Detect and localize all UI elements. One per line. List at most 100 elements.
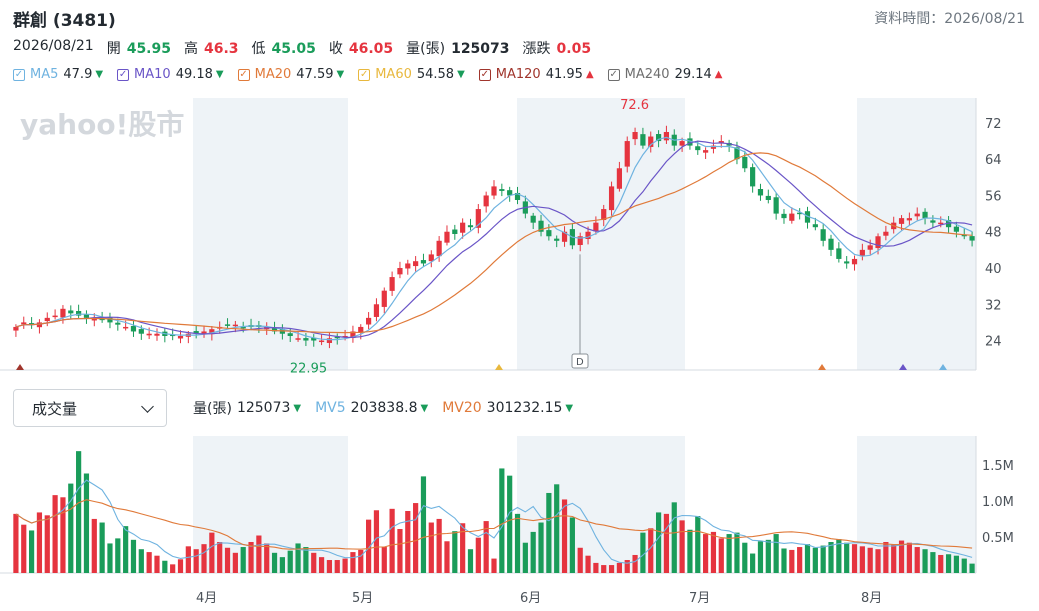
volume-bar <box>475 537 481 573</box>
candle-body <box>507 190 513 196</box>
volume-bar <box>836 539 842 573</box>
volume-chart[interactable]: 1.5M 1.0M 0.5M 4月 5月 6月 7月 8月 <box>0 436 1039 611</box>
mv5-value: MV5 203838.8 ▼ <box>315 400 429 416</box>
volume-bar <box>413 503 419 573</box>
volume-bar <box>334 560 340 573</box>
candle-body <box>695 146 701 151</box>
volume-bar <box>279 557 285 573</box>
volume-bar <box>538 522 544 573</box>
volume-bar <box>742 542 748 573</box>
checkbox-icon[interactable]: ✓ <box>478 68 491 81</box>
volume-bar <box>875 549 881 573</box>
candle-body <box>444 231 450 243</box>
y-tick-label: 40 <box>985 262 1002 277</box>
volume-bar <box>906 542 912 573</box>
watermark-logo: yahoo!股市 <box>20 108 184 141</box>
y-tick-label: 48 <box>985 226 1002 241</box>
candle-body <box>593 222 599 232</box>
volume-bar <box>867 547 873 573</box>
checkbox-icon[interactable]: ✓ <box>358 68 371 81</box>
candle-body <box>91 317 97 321</box>
candle-body <box>961 234 967 237</box>
volume-bar <box>381 547 387 573</box>
checkbox-icon[interactable]: ✓ <box>607 68 620 81</box>
ma-legend-item[interactable]: ✓ MA5 47.9 ▼ <box>13 67 103 82</box>
x-tick-label: 7月 <box>689 591 710 606</box>
candle-body <box>170 334 176 337</box>
ma-legend-item[interactable]: ✓ MA240 29.14 ▲ <box>607 67 723 82</box>
candle-body <box>632 132 638 140</box>
volume-bar <box>350 552 356 573</box>
stock-title: 群創 (3481) <box>13 11 116 31</box>
volume-bar <box>569 517 575 573</box>
candle-body <box>44 317 50 322</box>
volume-bar <box>930 552 936 573</box>
quote-close: 收 46.05 <box>328 41 394 57</box>
volume-bar <box>185 546 191 573</box>
candle-body <box>420 260 427 264</box>
candle-body <box>13 326 19 331</box>
volume-bar <box>797 547 803 573</box>
volume-bar <box>734 532 740 573</box>
low-label: 22.95 <box>290 362 327 377</box>
volume-bar <box>373 510 380 573</box>
checkbox-icon[interactable]: ✓ <box>117 68 130 81</box>
candle-body <box>577 236 583 246</box>
candle-body <box>922 211 928 219</box>
ma-legend-item[interactable]: ✓ MA120 41.95 ▲ <box>478 67 594 82</box>
volume-bar <box>961 558 967 573</box>
candle-body <box>781 213 787 219</box>
candle-body <box>789 213 795 221</box>
candle-body <box>757 189 764 196</box>
x-tick-label: 6月 <box>520 591 541 606</box>
candle-body <box>271 328 278 332</box>
volume-bar <box>264 543 270 573</box>
volume-bar <box>695 516 701 573</box>
volume-bar <box>271 552 278 573</box>
mv20-line <box>15 499 973 550</box>
volume-bar <box>232 552 238 573</box>
quote-change: 漲跌 0.05 <box>522 41 592 57</box>
event-marker <box>899 364 907 370</box>
volume-bar <box>945 554 952 573</box>
volume-bar <box>851 544 858 573</box>
candle-body <box>773 197 779 214</box>
ma-legend-item[interactable]: ✓ MA20 47.59 ▼ <box>237 67 344 82</box>
volume-bar <box>914 547 920 573</box>
volume-bar <box>891 544 897 573</box>
volume-bar <box>303 547 309 573</box>
volume-bar <box>953 555 960 573</box>
candle-body <box>836 248 842 259</box>
ma-value: 49.18 <box>175 67 213 82</box>
y-tick-label: 56 <box>985 189 1002 204</box>
y-tick-label: 32 <box>985 298 1002 313</box>
candle-body <box>640 134 646 146</box>
event-marker <box>818 364 826 370</box>
vol-value: 量(張) 125073 ▼ <box>193 400 302 417</box>
candle-body <box>358 326 364 333</box>
candle-body <box>21 322 27 325</box>
price-chart[interactable]: yahoo!股市 72 64 56 48 40 32 24 72.6 22.95 D <box>0 98 1039 378</box>
volume-bar <box>554 484 560 573</box>
ma-name: MA5 <box>30 67 59 82</box>
volume-bar <box>491 558 497 573</box>
checkbox-icon[interactable]: ✓ <box>13 68 25 81</box>
candle-body <box>428 254 434 262</box>
candle-body <box>554 238 560 241</box>
ma-legend-item[interactable]: ✓ MA60 54.58 ▼ <box>358 67 465 82</box>
candle-body <box>138 329 144 334</box>
candle-body <box>530 215 536 223</box>
candle-body <box>397 268 403 275</box>
indicator-select[interactable]: 成交量 <box>13 389 167 427</box>
volume-bar <box>76 451 82 573</box>
volume-bar <box>99 522 105 573</box>
ma-legend-item[interactable]: ✓ MA10 49.18 ▼ <box>117 67 224 82</box>
candle-body <box>68 310 74 314</box>
candle-body <box>561 231 568 242</box>
volume-bar <box>703 534 709 573</box>
volume-bar <box>522 542 528 573</box>
checkbox-icon[interactable]: ✓ <box>237 68 250 81</box>
candle-body <box>311 337 317 341</box>
candle-body <box>342 336 348 338</box>
volume-bar <box>757 541 764 573</box>
